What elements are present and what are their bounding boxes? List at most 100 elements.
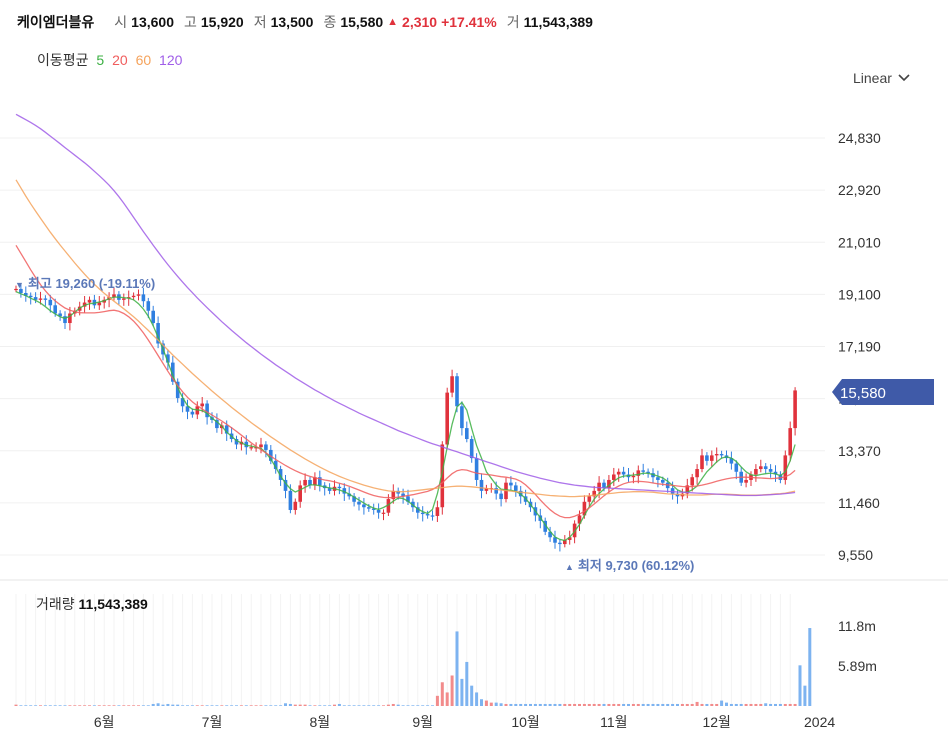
candle-body bbox=[479, 479, 484, 491]
candle bbox=[479, 473, 484, 499]
candle-body bbox=[224, 425, 229, 434]
candle-body bbox=[367, 507, 371, 509]
candle-body bbox=[548, 531, 552, 538]
candle bbox=[768, 464, 773, 478]
volume-axis: 11.8m 5.89m bbox=[838, 618, 877, 674]
volume-bar bbox=[445, 692, 449, 706]
volume-bar bbox=[729, 703, 733, 706]
volume-bar bbox=[548, 703, 552, 706]
candle-body bbox=[14, 288, 18, 291]
candle-body bbox=[151, 310, 155, 324]
candle bbox=[293, 498, 298, 515]
candle-body bbox=[357, 501, 361, 505]
candle-body bbox=[171, 362, 175, 382]
volume-bar bbox=[190, 705, 194, 706]
volume-bar bbox=[455, 631, 459, 706]
candle bbox=[102, 296, 106, 309]
candle bbox=[33, 292, 38, 304]
candle bbox=[739, 466, 743, 486]
volume-bar bbox=[656, 703, 660, 706]
volume-bar bbox=[774, 703, 777, 706]
candle bbox=[381, 509, 386, 521]
time-tick-label: 12월 bbox=[702, 714, 730, 730]
volume-bar bbox=[19, 705, 23, 706]
candle bbox=[58, 310, 62, 321]
volume-bar bbox=[431, 705, 434, 706]
volume-bar bbox=[739, 703, 743, 706]
volume-bar bbox=[239, 705, 243, 706]
candle-body bbox=[190, 411, 195, 415]
volume-bar bbox=[230, 705, 234, 706]
volume-bar bbox=[690, 703, 694, 706]
candle-body bbox=[244, 441, 249, 448]
candle bbox=[112, 287, 116, 301]
candle-body bbox=[474, 458, 479, 480]
candle-body bbox=[68, 313, 72, 324]
volume-bar bbox=[489, 702, 493, 706]
candle-body bbox=[19, 288, 23, 294]
volume-bar bbox=[764, 703, 768, 706]
candle-body bbox=[303, 479, 307, 486]
volume-bar bbox=[146, 705, 150, 706]
candle bbox=[371, 503, 376, 515]
candle bbox=[82, 296, 87, 313]
volume-bar bbox=[274, 705, 278, 706]
volume-bar bbox=[132, 705, 136, 706]
volume-bar bbox=[391, 703, 395, 706]
candle bbox=[484, 484, 489, 495]
time-tick-label: 6월 bbox=[94, 714, 115, 730]
candle-body bbox=[43, 298, 48, 300]
volume-bar bbox=[396, 704, 400, 706]
volume-bar bbox=[117, 705, 121, 706]
candle-body bbox=[773, 471, 778, 475]
volume-tick-label: 11.8m bbox=[838, 618, 876, 634]
candle-body bbox=[514, 485, 518, 491]
volume-bar bbox=[264, 705, 268, 706]
candle-body bbox=[465, 428, 469, 440]
volume-bar bbox=[563, 703, 567, 706]
candle-body bbox=[602, 482, 606, 489]
candle bbox=[700, 448, 704, 473]
candle-body bbox=[53, 305, 57, 314]
volume-bar bbox=[88, 705, 91, 706]
candle-body bbox=[273, 460, 278, 470]
candle-body bbox=[543, 520, 547, 532]
candle bbox=[146, 297, 151, 319]
volume-bar bbox=[68, 705, 72, 706]
volume-bar bbox=[29, 705, 33, 706]
candle-body bbox=[313, 477, 317, 486]
candle bbox=[357, 496, 361, 511]
candle-body bbox=[577, 515, 582, 524]
ma-20-line bbox=[15, 244, 796, 519]
moving-average-legend[interactable]: 이동평균 5 20 60 120 bbox=[37, 50, 186, 70]
candle-body bbox=[460, 406, 464, 429]
volume-bar bbox=[181, 705, 185, 706]
volume-bar bbox=[440, 682, 444, 706]
candle bbox=[553, 530, 557, 549]
candle bbox=[171, 356, 175, 385]
low-annotation: ▲ 최저 9,730 (60.12%) bbox=[565, 558, 694, 573]
candle bbox=[141, 287, 146, 308]
volume-bar bbox=[602, 703, 606, 706]
volume-bar bbox=[48, 705, 52, 706]
volume-bar bbox=[235, 705, 238, 706]
volume-bar bbox=[641, 703, 645, 706]
candle bbox=[455, 372, 459, 413]
volume-bar bbox=[803, 685, 807, 706]
candle-body bbox=[420, 512, 425, 515]
candle-body bbox=[729, 458, 734, 464]
volume-bar bbox=[357, 705, 361, 706]
volume-bar bbox=[372, 705, 376, 706]
candle bbox=[352, 493, 356, 507]
candle bbox=[734, 460, 739, 480]
candle bbox=[714, 447, 719, 463]
candle bbox=[264, 441, 268, 458]
volume-bar bbox=[347, 705, 351, 706]
volume-bar bbox=[553, 703, 557, 706]
volume-bar bbox=[720, 700, 724, 706]
scale-selector[interactable]: Linear bbox=[853, 70, 910, 86]
volume-bar bbox=[401, 705, 405, 706]
volume-bar bbox=[460, 678, 464, 706]
candle-body bbox=[381, 512, 386, 514]
